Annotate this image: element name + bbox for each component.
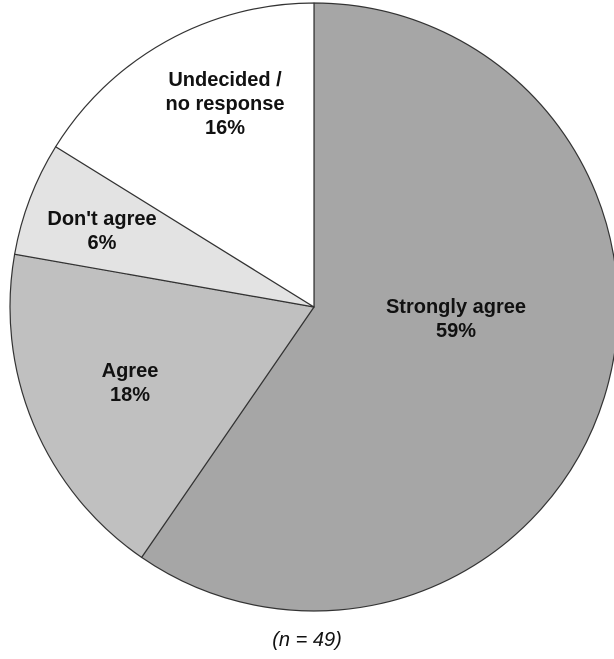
slice-label-agree: Agree 18%	[102, 360, 159, 406]
slice-percentage: 6%	[88, 232, 117, 254]
sample-size-note: (n = 49)	[272, 629, 341, 651]
slice-percentage: 59%	[436, 320, 476, 342]
pie-slice-agree	[9, 253, 316, 559]
pie-slice-undecided-no-response	[54, 2, 315, 309]
slice-name-line: Agree	[102, 360, 159, 382]
slice-label-don-t-agree: Don't agree 6%	[47, 208, 156, 254]
slice-name-line: Strongly agree	[386, 296, 526, 318]
slice-name-line: Undecided /	[168, 69, 282, 91]
slice-label-strongly-agree: Strongly agree 59%	[386, 296, 526, 342]
slice-percentage: 16%	[205, 117, 245, 139]
slice-percentage: 18%	[110, 384, 150, 406]
pie-labels: Strongly agree 59% Agree 18% Don't agree 6% Un…	[47, 69, 526, 406]
pie-slices	[9, 2, 614, 612]
slice-name-line: no response	[166, 93, 285, 115]
slice-name-line: Don't agree	[47, 208, 156, 230]
pie-slice-strongly-agree	[140, 2, 614, 612]
slice-label-undecided-no-response: Undecided / no response 16%	[166, 69, 285, 139]
